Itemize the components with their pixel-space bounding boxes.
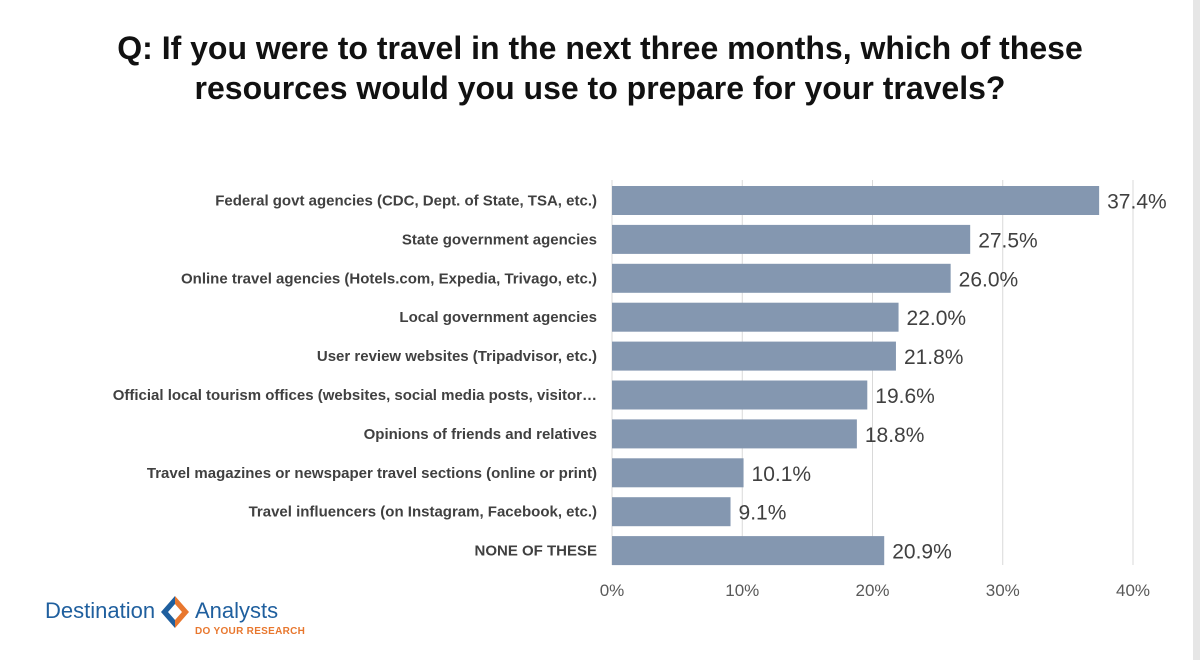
data-label: 18.8% [865,424,925,447]
bar [612,341,896,371]
logo-right-word: Analysts [195,598,279,623]
category-label: NONE OF THESE [474,543,597,560]
category-label: Online travel agencies (Hotels.com, Expe… [181,270,597,287]
diamond-left-icon [161,596,175,628]
category-label: Official local tourism offices (websites… [113,387,597,404]
x-tick-label: 0% [600,581,625,600]
bar [612,186,1100,215]
x-axis-ticks: 0% 10% 20% 30% 40% [600,581,1150,600]
category-label: Travel magazines or newspaper travel sec… [147,465,597,482]
x-tick-label: 40% [1116,581,1150,600]
logo-tagline: DO YOUR RESEARCH [195,626,306,637]
category-label: State government agencies [402,231,597,248]
bars [612,186,1100,566]
category-label: Federal govt agencies (CDC, Dept. of Sta… [215,193,597,210]
category-label: Travel influencers (on Instagram, Facebo… [249,504,597,521]
slide-edge [1193,0,1200,660]
x-tick-label: 20% [855,581,889,600]
x-tick-label: 30% [986,581,1020,600]
bar [612,380,868,410]
data-label: 37.4% [1107,191,1167,214]
data-label: 9.1% [739,502,787,525]
diamond-right-icon [175,596,189,628]
category-label: Opinions of friends and relatives [364,426,597,443]
bar [612,302,899,332]
data-label: 27.5% [978,229,1038,252]
bar [612,497,731,527]
data-label: 20.9% [892,541,952,564]
data-label: 26.0% [959,268,1019,291]
category-labels: Federal govt agencies (CDC, Dept. of Sta… [113,193,597,560]
bar [612,458,744,488]
bar [612,263,951,293]
data-label: 22.0% [907,307,967,330]
category-label: Local government agencies [399,309,597,326]
data-label: 19.6% [875,385,935,408]
data-label: 21.8% [904,346,964,369]
bar [612,419,857,449]
diamond-logo-icon [161,596,189,628]
value-labels: 37.4% 27.5% 26.0% 22.0% 21.8% 19.6% 18.8% 10.1%… [739,191,1167,564]
bar [612,224,971,254]
bar [612,536,885,566]
data-label: 10.1% [752,463,812,486]
x-tick-label: 10% [725,581,759,600]
category-label: User review websites (Tripadvisor, etc.) [317,348,597,365]
logo-left-word: Destination [45,598,156,623]
chart-title: Q: If you were to travel in the next thr… [117,30,1083,106]
